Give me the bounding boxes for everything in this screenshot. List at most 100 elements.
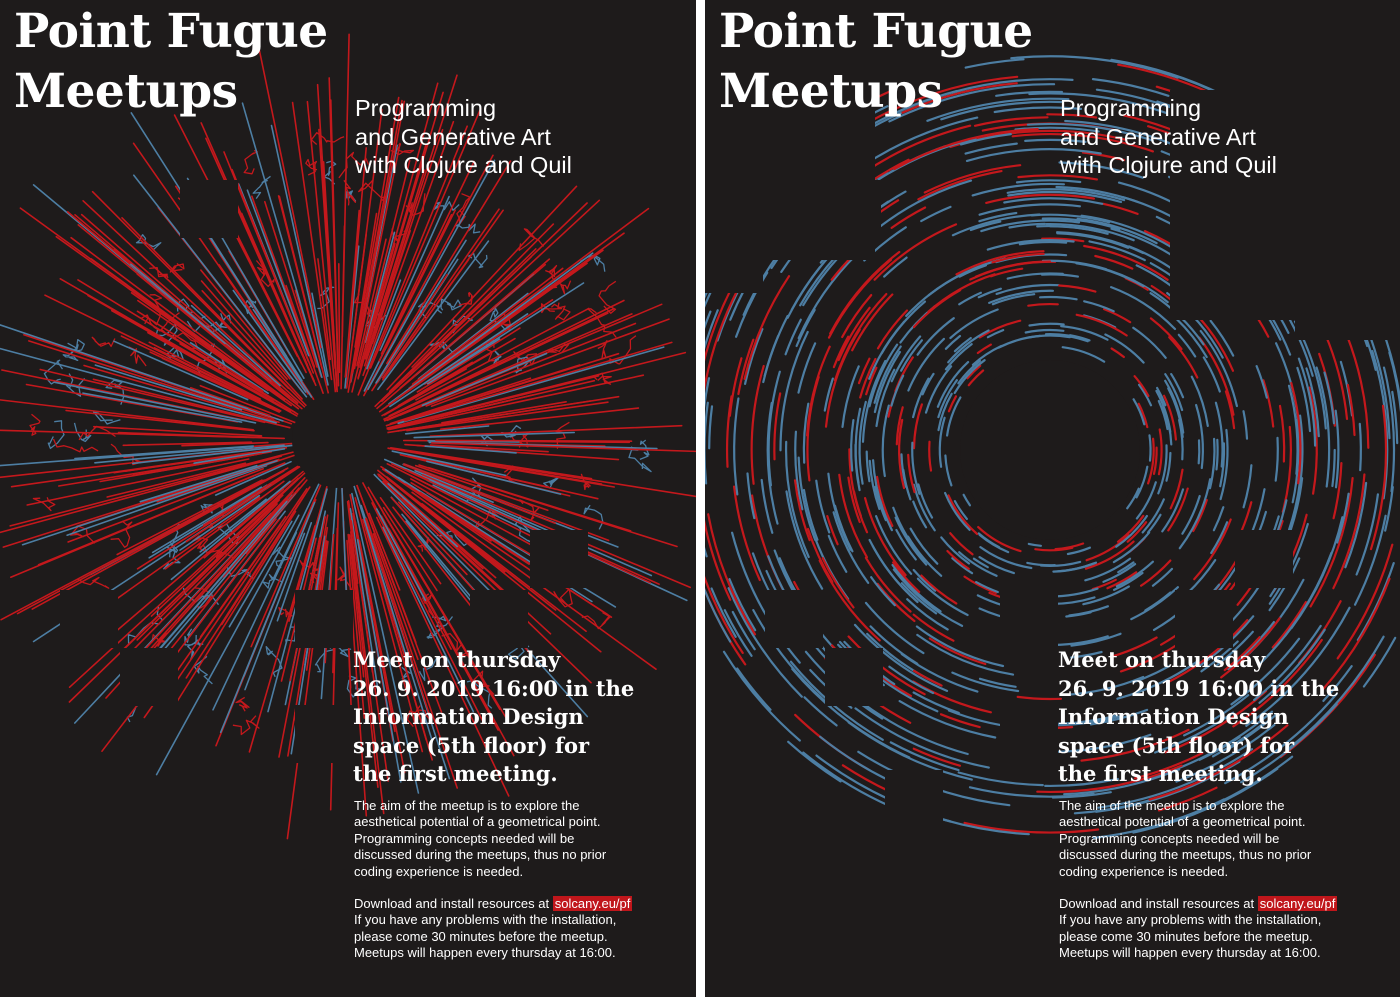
swirl-stroke	[1126, 521, 1148, 543]
download-paragraph: Download and install resources at solcan…	[1059, 896, 1338, 962]
ray-stroke	[347, 533, 366, 719]
swirl-stroke	[944, 334, 962, 350]
info-line: If you have any problems with the instal…	[354, 912, 617, 928]
swirl-stroke	[1183, 694, 1250, 737]
swirl-stroke	[841, 365, 860, 428]
download-prefix: Download and install resources at	[1059, 896, 1258, 911]
swirl-stroke	[920, 205, 952, 223]
ray-stroke	[418, 308, 615, 403]
swirl-stroke	[957, 771, 1044, 787]
ray-stroke	[387, 447, 616, 488]
swirl-stroke	[1089, 708, 1149, 726]
ray-stroke	[356, 125, 469, 399]
swirl-stroke	[793, 479, 811, 542]
swirl-stroke	[744, 328, 764, 385]
swirl-stroke	[1332, 462, 1343, 520]
swirl-stroke	[1152, 446, 1158, 475]
swirl-stroke	[958, 551, 998, 577]
scribble-stroke	[67, 338, 85, 354]
scribble-stroke	[310, 132, 345, 145]
swirl-stroke	[874, 485, 887, 522]
swirl-stroke	[821, 557, 855, 609]
ray-stroke	[421, 502, 587, 633]
swirl-stroke	[1014, 126, 1100, 133]
swirl-stroke	[1113, 571, 1144, 591]
ray-stroke	[252, 308, 313, 398]
aim-line: aesthetical potential of a geometrical p…	[1059, 814, 1306, 830]
swirl-stroke	[1116, 660, 1198, 700]
ray-stroke	[389, 377, 532, 425]
ray-stroke	[413, 473, 652, 584]
scribble-stroke	[581, 612, 611, 630]
swirl-stroke	[1056, 231, 1145, 255]
swirl-stroke	[1219, 428, 1229, 501]
swirl-stroke	[953, 500, 968, 520]
swirl-stroke	[1130, 586, 1179, 621]
download-prefix: Download and install resources at	[354, 896, 553, 911]
resources-link[interactable]: solcany.eu/pf	[552, 896, 633, 911]
swirl-stroke	[797, 456, 817, 541]
ray-stroke	[353, 142, 401, 370]
ray-stroke	[357, 144, 427, 379]
ray-stroke	[0, 347, 277, 424]
ray-stroke	[344, 147, 368, 378]
swirl-stroke	[957, 359, 981, 385]
swirl-stroke	[876, 582, 916, 623]
swirl-stroke	[864, 601, 925, 655]
swirl-stroke	[986, 239, 1075, 251]
block-cutout	[1000, 705, 1058, 763]
ray-stroke	[123, 494, 284, 650]
swirl-stroke	[1140, 559, 1172, 587]
swirl-stroke	[1193, 518, 1232, 581]
swirl-stroke	[873, 345, 902, 404]
ray-stroke	[194, 337, 293, 407]
swirl-stroke	[1112, 531, 1151, 564]
swirl-stroke	[864, 556, 912, 613]
ray-stroke	[380, 337, 516, 417]
ray-stroke	[150, 471, 307, 617]
swirl-stroke	[951, 671, 1020, 693]
swirl-stroke	[1157, 786, 1218, 812]
resources-link[interactable]: solcany.eu/pf	[1257, 896, 1338, 911]
ray-stroke	[136, 310, 264, 392]
swirl-stroke	[1296, 366, 1312, 433]
swirl-stroke	[900, 339, 923, 372]
swirl-stroke	[1104, 333, 1145, 364]
swirl-stroke	[1308, 386, 1318, 495]
ray-stroke	[328, 77, 340, 382]
swirl-stroke	[951, 78, 1074, 94]
ray-stroke	[218, 263, 305, 389]
scribble-stroke	[597, 340, 608, 360]
swirl-stroke	[986, 329, 1005, 339]
swirl-stroke	[1195, 403, 1204, 470]
swirl-stroke	[853, 623, 949, 692]
swirl-stroke	[1051, 791, 1112, 799]
ray-stroke	[129, 476, 306, 667]
poster-right: Point Fugue Meetups Programming and Gene…	[705, 0, 1400, 997]
scribble-stroke	[272, 546, 292, 569]
ray-stroke	[371, 230, 412, 345]
ray-stroke	[251, 195, 324, 395]
ray-stroke	[404, 341, 673, 422]
swirl-stroke	[784, 318, 802, 356]
info-line: please come 30 minutes before the meetup…	[354, 928, 608, 944]
block-cutout	[120, 648, 178, 706]
swirl-stroke	[973, 116, 1049, 127]
ray-stroke	[232, 289, 307, 393]
swirl-stroke	[892, 561, 921, 593]
ray-stroke	[200, 269, 291, 380]
swirl-stroke	[875, 515, 913, 575]
swirl-stroke	[1064, 675, 1145, 696]
swirl-stroke	[1061, 346, 1106, 363]
ray-stroke	[0, 429, 248, 439]
swirl-stroke	[900, 582, 938, 615]
swirl-stroke	[705, 546, 708, 558]
ray-stroke	[373, 202, 588, 408]
swirl-stroke	[857, 357, 871, 385]
burst-center	[292, 392, 388, 488]
ray-stroke	[381, 208, 500, 379]
ray-stroke	[120, 335, 281, 413]
ray-stroke	[9, 450, 297, 527]
swirl-stroke	[826, 515, 839, 546]
swirl-stroke	[1011, 133, 1154, 153]
